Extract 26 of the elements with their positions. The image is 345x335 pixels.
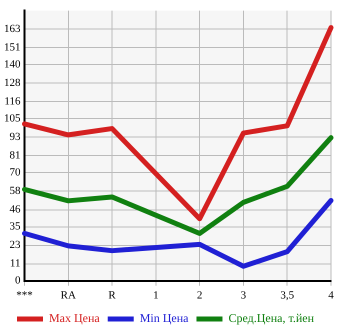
y-tick-label: 105 (4, 112, 21, 125)
y-tick-label: 0 (15, 274, 21, 287)
y-tick-label: 140 (4, 58, 21, 71)
x-tick-label: 1 (153, 289, 159, 302)
y-tick-label: 93 (10, 131, 21, 144)
y-tick-label: 128 (4, 77, 21, 90)
legend-label: Сред.Цена, т.йен (228, 311, 315, 326)
y-tick-label: 46 (10, 204, 21, 216)
y-tick-label: 23 (10, 239, 21, 252)
legend-label: Max Цена (48, 311, 100, 326)
x-tick-label: 2 (196, 289, 202, 302)
x-tick-label: 4 (328, 289, 334, 302)
y-tick-label: 11 (10, 258, 20, 270)
y-tick-label: 58 (10, 185, 21, 198)
y-tick-label: 70 (10, 166, 21, 179)
y-tick-label: 151 (4, 42, 20, 54)
x-tick-label: R (108, 289, 116, 302)
y-tick-label: 81 (10, 150, 20, 162)
x-tick-label: *** (16, 289, 33, 302)
y-tick-label: 163 (4, 23, 21, 36)
y-tick-label: 116 (4, 96, 21, 108)
x-tick-label: RA (60, 289, 76, 302)
x-tick-label: 3,5 (280, 289, 295, 302)
y-tick-label: 35 (10, 220, 21, 233)
x-tick-label: 3 (240, 289, 247, 302)
legend-label: Min Цена (140, 311, 190, 326)
